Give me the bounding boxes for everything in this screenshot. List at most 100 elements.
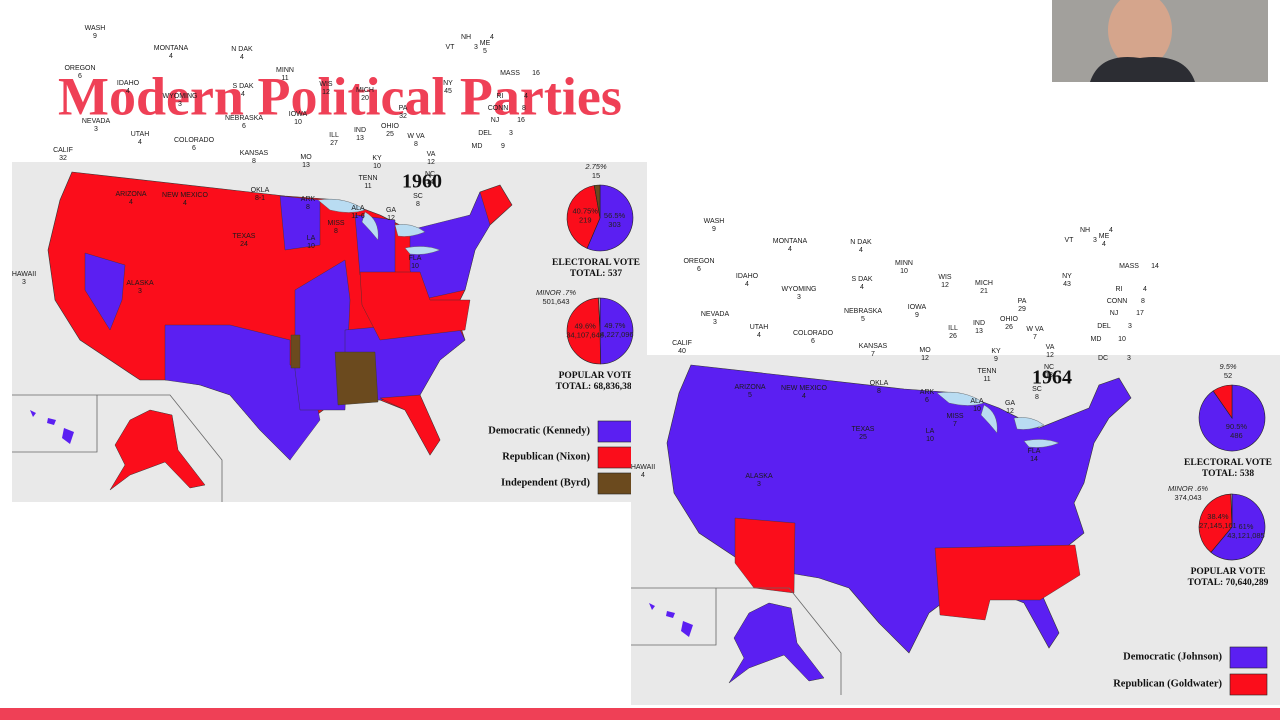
state-name: CALIF (53, 147, 73, 154)
pie-votes: 374,043 (1174, 493, 1201, 502)
state-votes: 3 (94, 126, 98, 133)
state-name: SC (1032, 386, 1042, 393)
state-name: KY (991, 348, 1001, 355)
state-name: IND (354, 127, 366, 134)
state-votes: 4 (126, 88, 130, 95)
state-name: MO (300, 154, 312, 161)
pie-slice (593, 184, 601, 219)
state-name: MINN (895, 260, 913, 267)
pie-percent: MINOR .6% (1168, 484, 1208, 493)
state-votes: 3 (757, 481, 761, 488)
pie-caption: POPULAR VOTE (1191, 567, 1266, 577)
legend-swatch (597, 446, 636, 469)
state-region (379, 394, 441, 456)
legend-swatch (597, 472, 636, 495)
state-name: IDAHO (736, 273, 759, 280)
state-name: NY (443, 80, 453, 87)
state-name: NJ (1110, 310, 1119, 317)
pie-votes: 15 (592, 171, 600, 180)
state-name: NEVADA (701, 311, 730, 318)
map-1960: 1960WASH9OREGON6CALIF32NEVADA3IDAHO4MONT… (12, 25, 647, 502)
state-name: ARK (301, 196, 316, 203)
state-name: PA (1018, 298, 1027, 305)
pie-percent: 2.75% (584, 162, 607, 171)
state-name: KANSAS (859, 343, 888, 350)
state-votes: 45 (444, 88, 452, 95)
state-name: KANSAS (240, 150, 269, 157)
pie-votes: 27,145,161 (1199, 521, 1237, 530)
state-name: IOWA (289, 111, 308, 118)
state-votes: 12 (1006, 408, 1014, 415)
state-votes: 8 (334, 228, 338, 235)
pie-total: TOTAL: 70,640,289 (1188, 578, 1269, 588)
state-votes: 4 (859, 247, 863, 254)
state-votes: 6 (242, 123, 246, 130)
pie-slice (599, 297, 634, 365)
state-name: DC (1098, 355, 1108, 362)
state-name: MICH (975, 280, 993, 287)
pie-slice (1210, 493, 1266, 561)
state-votes: 4 (745, 281, 749, 288)
pie-total: TOTAL: 68,836,385 (556, 382, 637, 392)
state-votes: 4 (802, 393, 806, 400)
state-votes: 16 (532, 70, 540, 77)
state-votes: 29 (1018, 306, 1026, 313)
pie-percent: MINOR .7% (536, 288, 576, 297)
state-votes: 12 (387, 215, 395, 222)
state-votes: 24 (240, 241, 248, 248)
state-name: NEW MEXICO (781, 385, 827, 392)
state-name: DEL (1097, 323, 1111, 330)
state-votes: 3 (713, 319, 717, 326)
pie-slice (566, 297, 601, 365)
state-votes: 14 (1030, 456, 1038, 463)
state-name: MONTANA (773, 238, 808, 245)
state-votes: 11 (281, 75, 288, 82)
state-votes: 3 (797, 294, 801, 301)
state-votes: 8 (252, 158, 256, 165)
state-votes: 6 (925, 397, 929, 404)
state-name: MASS (1119, 263, 1139, 270)
state-votes: 4 (241, 91, 245, 98)
state-votes: 4 (169, 53, 173, 60)
state-name: TEXAS (852, 426, 875, 433)
state-votes: 3 (22, 279, 26, 286)
state-votes: 4 (183, 200, 187, 207)
state-votes: 13 (302, 162, 310, 169)
state-name: NEBRASKA (844, 308, 882, 315)
state-region (290, 334, 301, 369)
state-name: KY (372, 155, 382, 162)
state-votes: 7 (1033, 334, 1037, 341)
state-name: OHIO (1000, 316, 1018, 323)
state-votes: 25 (386, 131, 394, 138)
state-votes: 12 (1046, 352, 1054, 359)
state-name: OREGON (683, 258, 714, 265)
pie-percent: 40.75% (573, 206, 599, 215)
state-votes: 25 (859, 434, 867, 441)
state-name: CONN (1107, 298, 1128, 305)
pie-votes: 34,227,096 (596, 330, 634, 339)
pie-caption: ELECTORAL VOTE (1184, 458, 1272, 468)
state-name: FLA (1028, 448, 1041, 455)
state-name: DEL (478, 130, 492, 137)
state-name: ME (1099, 233, 1110, 240)
state-votes: 8 (416, 201, 420, 208)
hawaii (30, 410, 74, 444)
state-name: COLORADO (793, 330, 834, 337)
state-name: WIS (319, 81, 333, 88)
state-votes: 17 (1136, 310, 1144, 317)
state-region (359, 271, 471, 341)
state-votes: 6 (192, 145, 196, 152)
legend-label: Republican (Goldwater) (1113, 678, 1222, 689)
state-name: W VA (407, 133, 425, 140)
state-name: MICH (356, 87, 374, 94)
state-name: HAWAII (631, 464, 655, 471)
state-name: ALASKA (745, 473, 773, 480)
state-name: ALA (970, 398, 984, 405)
state-votes: 4 (138, 139, 142, 146)
state-name: GA (386, 207, 396, 214)
state-votes: 9 (915, 312, 919, 319)
pie-slice (566, 185, 601, 249)
state-votes: 13 (1045, 372, 1053, 379)
state-votes: 8 (414, 141, 418, 148)
state-name: MASS (500, 70, 520, 77)
